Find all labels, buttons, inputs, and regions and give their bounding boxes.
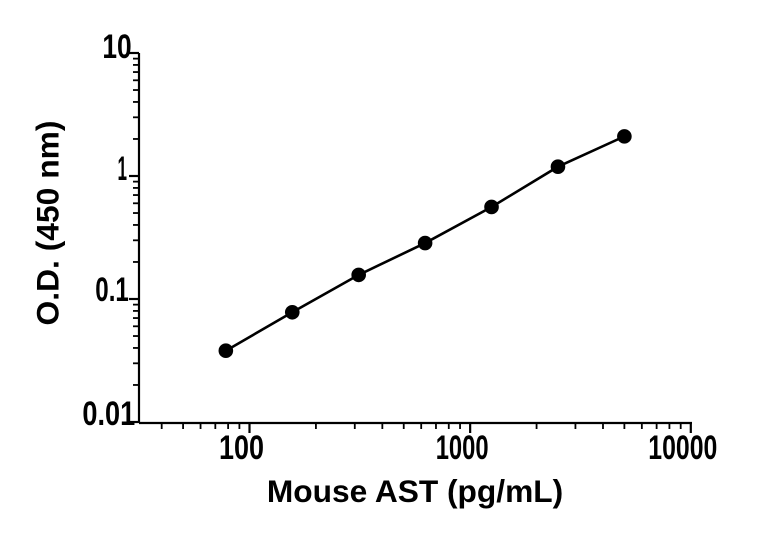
svg-text:100: 100 bbox=[219, 429, 264, 467]
svg-text:0.01: 0.01 bbox=[82, 395, 135, 433]
svg-text:1000: 1000 bbox=[436, 429, 489, 467]
svg-text:10: 10 bbox=[102, 28, 131, 66]
svg-text:10000: 10000 bbox=[648, 429, 717, 467]
svg-text:1: 1 bbox=[118, 150, 128, 188]
svg-text:0.1: 0.1 bbox=[95, 271, 129, 309]
